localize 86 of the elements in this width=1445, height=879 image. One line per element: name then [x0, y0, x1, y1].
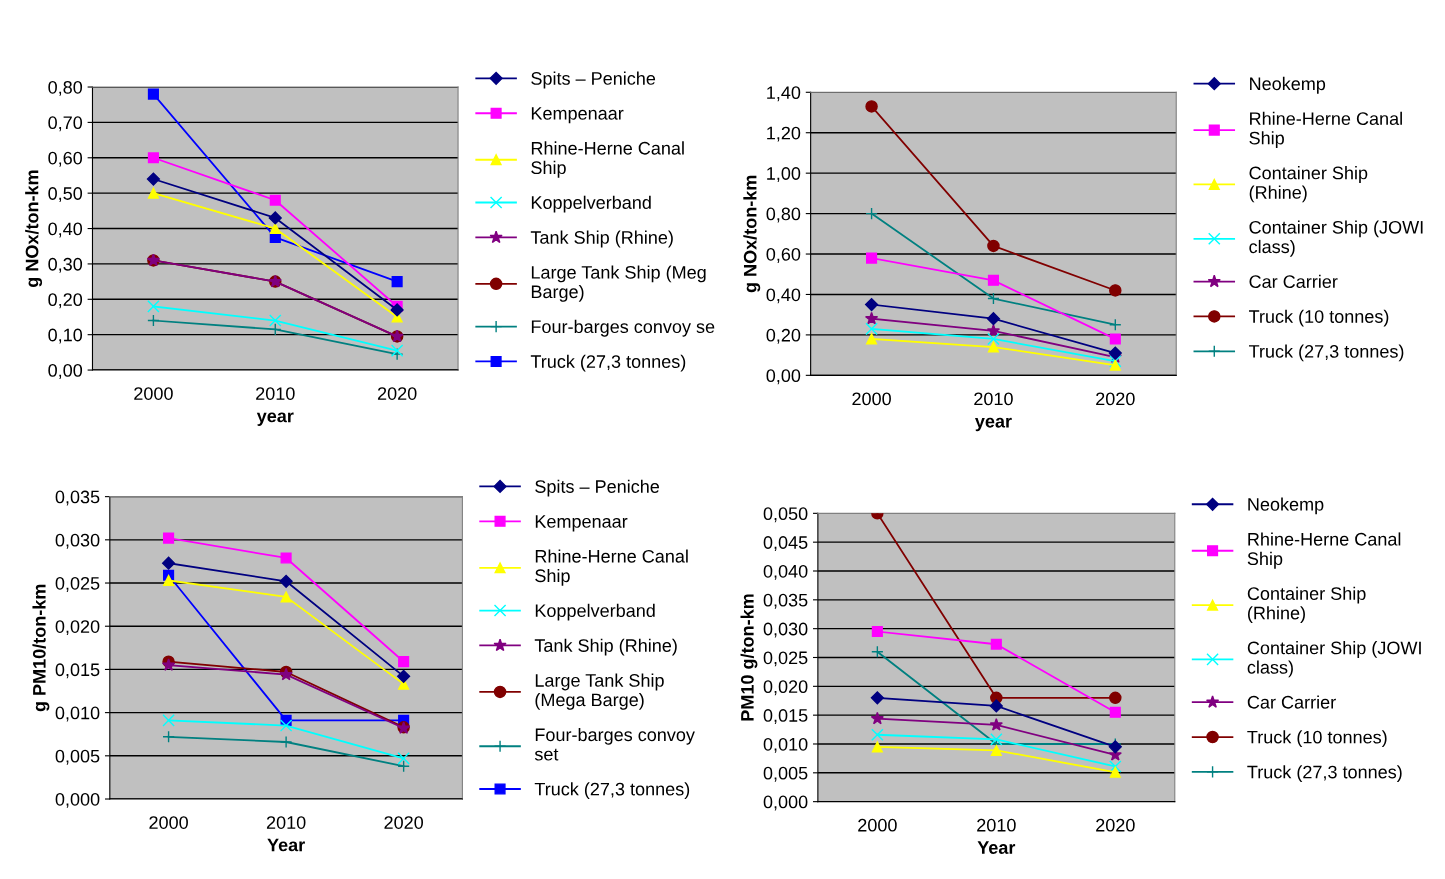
legend-label: Tank Ship (Rhine): [530, 230, 673, 248]
legend-label: Rhine-Herne Canal Ship: [535, 549, 688, 586]
y-tick-label: 0,015: [763, 709, 808, 725]
legend-label: Koppelverband: [531, 195, 651, 213]
y-tick-label: 0,40: [766, 288, 801, 304]
y-tick-label: 0,40: [48, 222, 83, 238]
y-tick-label: 0,000: [763, 795, 808, 811]
y-tick-label: 0,020: [55, 620, 100, 636]
legend-label: Container Ship (Rhine): [1249, 166, 1368, 203]
y-tick-label: 1,20: [767, 126, 801, 142]
x-tick-label: 2000: [852, 392, 891, 406]
y-tick-label: 0,00: [48, 363, 83, 379]
x-tick-label: 2000: [149, 816, 188, 829]
y-tick-label: 0,010: [55, 706, 100, 722]
y-tick-label: 0,60: [766, 247, 801, 263]
legend-label: Truck (27,3 tonnes): [1247, 765, 1402, 782]
x-axis-title: Year: [977, 841, 1016, 854]
y-tick-label: 0,035: [763, 593, 808, 609]
y-axis-title: g PM10/ton-km: [32, 584, 50, 712]
x-tick-label: 2010: [266, 816, 306, 829]
y-axis-title: g NOx/ton-km: [743, 175, 761, 293]
y-tick-label: 0,020: [763, 680, 808, 696]
legend-label: Truck (27,3 tonnes): [530, 354, 686, 372]
x-tick-label: 2010: [974, 392, 1013, 406]
legend-label: Rhine-Herne Canal Ship: [1249, 111, 1402, 149]
legend-label: Car Carrier: [1247, 695, 1336, 709]
legend-label: Koppelverband: [535, 603, 655, 621]
legend-label: Truck (10 tonnes): [1248, 309, 1389, 327]
legend-label: Tank Ship (Rhine): [534, 638, 677, 656]
legend-label: Neokemp: [1248, 497, 1324, 515]
y-axis-title: PM10 g/ton-km: [740, 594, 758, 721]
y-axis-title: g NOx/ton-km: [25, 170, 43, 287]
x-tick-label: 2020: [384, 816, 424, 829]
y-tick-label: 0,030: [55, 533, 100, 549]
legend-label: Rhine-Herne Canal Ship: [1247, 532, 1401, 569]
x-tick-label: 2020: [377, 387, 417, 400]
y-tick-label: 0,60: [48, 151, 83, 167]
x-tick-label: 2010: [977, 818, 1016, 832]
legend-label: Kempenaar: [535, 515, 628, 532]
y-tick-label: 0,025: [55, 576, 100, 592]
legend-label: Kempenaar: [531, 107, 624, 124]
x-axis-title: year: [256, 412, 294, 426]
legend-label: Rhine-Herne Canal Ship: [531, 141, 684, 178]
legend-label: Spits – Peniche: [531, 71, 656, 89]
y-tick-label: 0,80: [48, 80, 83, 96]
legend-label: Spits – Peniche: [535, 479, 660, 497]
y-tick-label: 0,015: [55, 663, 100, 679]
y-tick-label: 0,030: [763, 622, 808, 638]
x-tick-label: 2020: [1096, 392, 1135, 406]
y-tick-label: 0,045: [763, 536, 808, 552]
legend-label: Car Carrier: [1249, 274, 1338, 289]
y-tick-label: 0,80: [766, 207, 801, 223]
y-tick-label: 0,035: [55, 490, 100, 506]
y-tick-label: 0,010: [763, 737, 808, 753]
y-tick-label: 0,00: [766, 369, 801, 385]
x-tick-label: 2020: [1096, 818, 1135, 832]
y-tick-label: 0,005: [763, 766, 808, 782]
y-tick-label: 0,050: [763, 507, 808, 523]
legend-label: Four-barges convoy set: [534, 727, 695, 761]
legend-label: Large Tank Ship (Mega Barge): [535, 673, 664, 710]
y-tick-label: 0,000: [55, 792, 100, 808]
legend-label: Four-barges convoy se: [531, 319, 715, 337]
legend-label: Container Ship (JOWI class): [1249, 220, 1423, 257]
legend-label: Container Ship (JOWI class): [1247, 641, 1421, 678]
y-tick-label: 0,20: [766, 328, 801, 344]
x-axis-title: year: [975, 417, 1012, 432]
y-tick-label: 0,20: [48, 293, 83, 309]
y-tick-label: 1,40: [767, 86, 801, 102]
y-tick-label: 0,005: [55, 749, 100, 765]
y-tick-label: 0,10: [48, 328, 83, 344]
x-tick-label: 2000: [134, 387, 173, 400]
legend-label: Large Tank Ship (Meg Barge): [531, 265, 706, 302]
x-axis-title: Year: [267, 838, 305, 852]
y-tick-label: 0,040: [763, 564, 808, 580]
legend-label: Truck (10 tonnes): [1247, 730, 1387, 748]
y-tick-label: 0,50: [48, 187, 83, 203]
y-tick-label: 0,70: [48, 116, 83, 132]
legend-label: Truck (27,3 tonnes): [534, 782, 690, 800]
y-tick-label: 1,00: [767, 167, 801, 183]
y-tick-label: 0,30: [48, 257, 83, 273]
x-tick-label: 2010: [256, 387, 295, 400]
legend-label: Neokemp: [1250, 76, 1326, 94]
legend-label: Truck (27,3 tonnes): [1248, 344, 1404, 362]
legend-label: Container Ship (Rhine): [1247, 586, 1366, 623]
y-tick-label: 0,025: [763, 651, 808, 667]
x-tick-label: 2000: [858, 818, 897, 832]
